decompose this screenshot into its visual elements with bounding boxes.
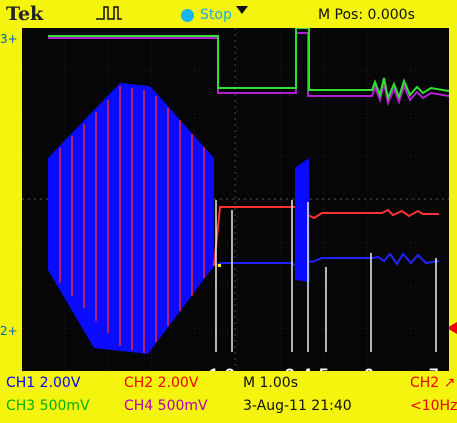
- channel-3-marker: 3+: [0, 32, 18, 46]
- channel-1-scale[interactable]: CH1 2.00V: [6, 375, 81, 391]
- trigger-frequency-readout: <10Hz: [410, 398, 457, 414]
- run-state[interactable]: Stop: [181, 7, 232, 23]
- channel-3-scale[interactable]: CH3 500mV: [6, 398, 90, 414]
- trigger-level-icon: [447, 322, 457, 334]
- time-position-readout: M Pos: 0.000s: [318, 7, 415, 23]
- settings-row-2: CH3 500mV CH4 500mV 3-Aug-11 21:40 <10Hz: [0, 398, 457, 422]
- waveform-display: [22, 28, 449, 371]
- annotation-5: 5: [319, 365, 328, 371]
- annotation-4: 4: [302, 365, 311, 371]
- trigger-position-icon: [236, 6, 248, 14]
- channel-4-scale[interactable]: CH4 500mV: [124, 398, 208, 414]
- channel-2-scale[interactable]: CH2 2.00V: [124, 375, 199, 391]
- settings-row-1: CH1 2.00V CH2 2.00V M 1.00s CH2 ↗: [0, 375, 457, 399]
- trigger-setting[interactable]: CH2 ↗: [410, 375, 456, 391]
- annotation-3: 3: [285, 365, 294, 371]
- oscilloscope-screen[interactable]: 1 2 3 4 5 6 7: [22, 28, 449, 371]
- run-state-label: Stop: [200, 7, 232, 23]
- status-bar: Tek Stop M Pos: 0.000s: [0, 0, 457, 28]
- date-time-readout: 3-Aug-11 21:40: [243, 398, 352, 414]
- timebase-setting[interactable]: M 1.00s: [243, 375, 298, 391]
- annotation-1: 1: [209, 365, 218, 371]
- annotation-2: 2: [225, 365, 234, 371]
- channel-settings-bar: CH1 2.00V CH2 2.00V M 1.00s CH2 ↗ CH3 50…: [0, 371, 457, 423]
- annotation-7: 7: [429, 365, 438, 371]
- stop-indicator-icon: [181, 8, 194, 22]
- annotation-6: 6: [364, 365, 373, 371]
- brand-logo: Tek: [6, 3, 44, 25]
- channel-2-marker: 2+: [0, 324, 18, 338]
- pulse-icon: [96, 6, 122, 20]
